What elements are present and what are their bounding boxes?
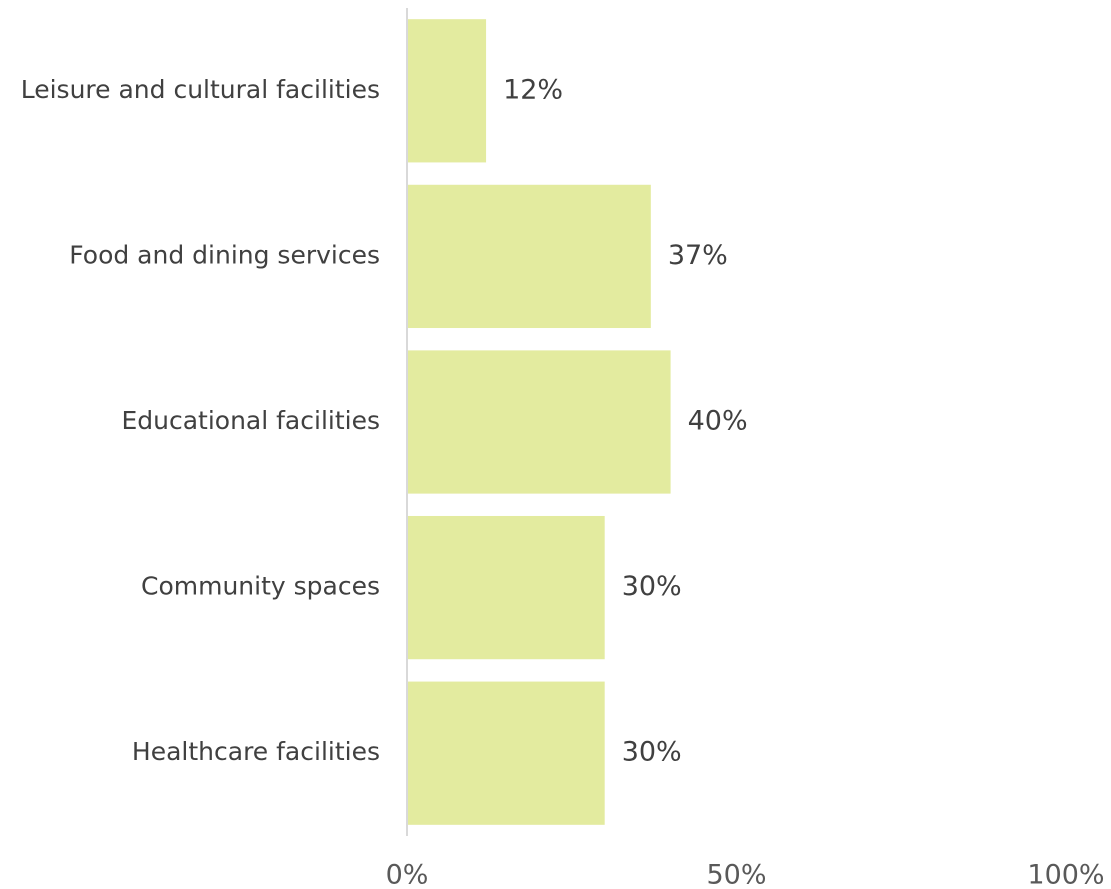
- x-tick-label-0: 0%: [386, 860, 429, 889]
- x-tick-label-2: 100%: [1027, 860, 1104, 889]
- bar-2: [407, 350, 671, 494]
- x-tick-label-1: 50%: [706, 860, 766, 889]
- bar-0: [407, 19, 487, 163]
- value-label-0: 12%: [503, 74, 563, 105]
- value-label-4: 30%: [622, 737, 682, 768]
- category-label-4: Healthcare facilities: [132, 737, 380, 766]
- x-tick-labels-group: 0% 50% 100%: [386, 860, 1105, 889]
- bars-group: [407, 19, 671, 825]
- value-labels-group: 12% 37% 40% 30% 30%: [503, 74, 748, 767]
- bar-1: [407, 184, 651, 329]
- bar-4: [407, 681, 605, 825]
- value-label-1: 37%: [668, 240, 728, 271]
- category-label-0: Leisure and cultural facilities: [21, 75, 380, 104]
- category-label-1: Food and dining services: [69, 240, 380, 269]
- category-label-3: Community spaces: [141, 572, 380, 601]
- bar-3: [407, 515, 605, 660]
- category-label-2: Educational facilities: [121, 406, 380, 435]
- category-labels-group: Leisure and cultural facilities Food and …: [21, 75, 380, 766]
- value-label-3: 30%: [622, 571, 682, 602]
- value-label-2: 40%: [688, 406, 748, 437]
